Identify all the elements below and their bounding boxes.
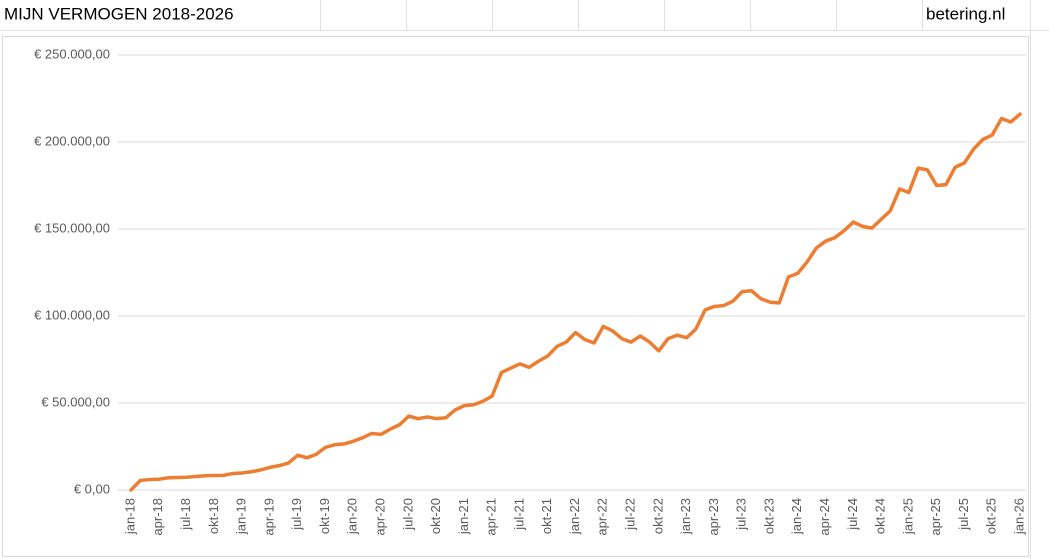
x-tick-label: apr-21 [484,498,499,536]
x-tick-label: apr-23 [706,498,721,536]
x-tick-label: okt-19 [317,498,332,534]
y-tick-label: € 50.000,00 [41,394,110,409]
x-tick-label: okt-22 [650,498,665,534]
x-tick-label: okt-24 [873,498,888,534]
x-tick-label: okt-25 [984,498,999,534]
y-tick-label: € 200.000,00 [34,133,110,148]
sheet-title: MIJN VERMOGEN 2018-2026 [4,4,234,23]
x-tick-label: jan-24 [789,498,804,535]
x-tick-label: apr-19 [261,498,276,536]
x-tick-label: apr-22 [595,498,610,536]
x-tick-label: okt-20 [428,498,443,534]
x-tick-label: apr-25 [928,498,943,536]
x-tick-label: jan-19 [234,498,249,535]
plot: € 0,00 € 50.000,00 € 100.000,00 € 150.000,0… [34,46,1026,535]
source-label: betering.nl [926,4,1005,23]
x-tick-label: jan-25 [900,498,915,535]
x-tick-label: jul-23 [734,498,749,531]
x-tick-label: jan-26 [1011,498,1026,535]
x-tick-label: okt-21 [539,498,554,534]
y-tick-label: € 250.000,00 [34,46,110,61]
y-tick-label: € 150.000,00 [34,220,110,235]
x-tick-label: apr-18 [150,498,165,536]
x-tick-label: jan-22 [567,498,582,535]
x-tick-label: jul-18 [178,498,193,531]
x-tick-label: jan-20 [345,498,360,535]
x-tick-label: jan-23 [678,498,693,535]
x-tick-label: jul-21 [511,498,526,531]
x-tick-label: apr-20 [372,498,387,536]
series-line [129,112,1022,492]
x-tick-label: jul-24 [845,498,860,531]
x-tick-label: jul-25 [956,498,971,531]
chart-area [2,36,1029,557]
x-tick-label: jan-21 [456,498,471,535]
x-tick-label: apr-24 [817,498,832,536]
x-tick-label: jul-20 [400,498,415,531]
y-tick-label: € 0,00 [74,481,110,496]
x-tick-label: jul-19 [289,498,304,531]
x-tick-label: okt-23 [761,498,776,534]
x-tick-label: jul-22 [623,498,638,531]
x-tick-label: okt-18 [206,498,221,534]
y-tick-label: € 100.000,00 [34,307,110,322]
x-tick-label: jan-18 [122,498,137,535]
